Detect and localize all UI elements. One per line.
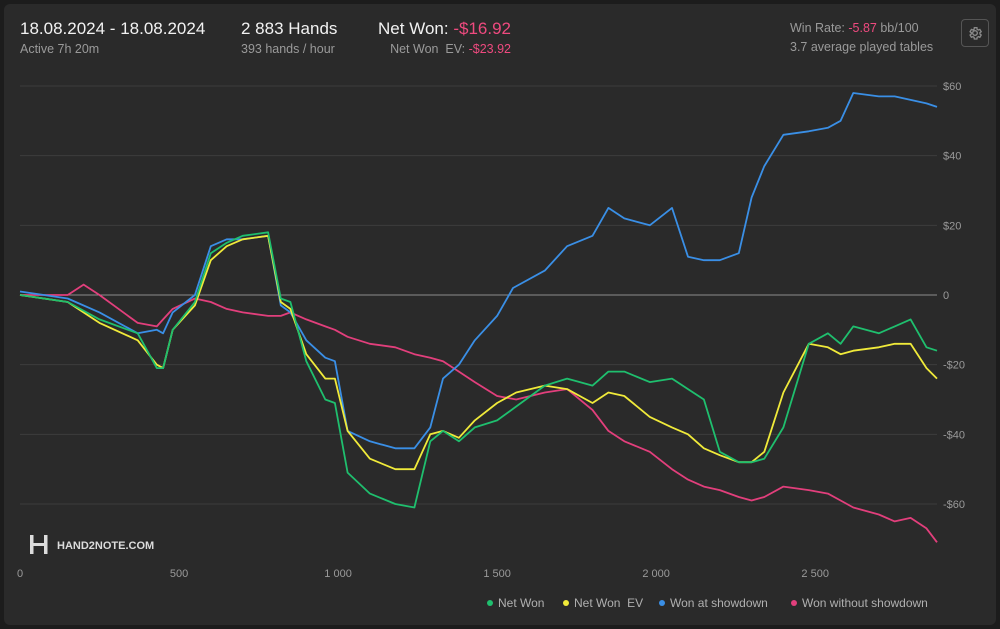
- hand2note-logo: HAND2NOTE.COM: [30, 535, 154, 554]
- y-tick-label: 0: [943, 290, 949, 302]
- legend-marker: [487, 600, 493, 606]
- logo-text: HAND2NOTE.COM: [57, 540, 154, 552]
- win-rate-label: Win Rate:: [790, 21, 845, 35]
- net-won-summary: Net Won: -$16.92: [378, 19, 511, 39]
- active-time: Active 7h 20m: [20, 42, 100, 56]
- series-line-net-won: [19, 231, 938, 509]
- net-won-label: Net Won:: [378, 19, 449, 38]
- legend-item[interactable]: Net Won EV: [563, 596, 643, 610]
- legend-marker: [563, 600, 569, 606]
- legend-item[interactable]: Won without showdown: [791, 596, 928, 610]
- series-layer: [19, 92, 938, 543]
- win-rate-value: -5.87: [848, 21, 877, 35]
- x-tick-label: 1 000: [324, 568, 352, 580]
- legend-marker: [791, 600, 797, 606]
- net-won-ev-value: -$23.92: [468, 42, 511, 56]
- settings-button[interactable]: [961, 19, 989, 47]
- y-axis: $60 $40 $20 0 -$20 -$40 -$60: [943, 81, 965, 511]
- y-tick-label: $60: [943, 81, 961, 93]
- y-tick-label: $20: [943, 220, 961, 232]
- y-tick-label: -$20: [943, 360, 965, 372]
- legend: Net Won Net Won EV Won at showdown Won with…: [487, 596, 928, 610]
- x-tick-label: 1 500: [483, 568, 511, 580]
- legend-item[interactable]: Net Won: [487, 596, 544, 610]
- y-tick-label: -$60: [943, 499, 965, 511]
- x-tick-label: 500: [170, 568, 188, 580]
- hands-rate: 393 hands / hour: [241, 42, 335, 56]
- date-range: 18.08.2024 - 18.08.2024: [20, 19, 206, 38]
- net-won-ev-summary: Net Won EV: -$23.92: [390, 42, 511, 56]
- series-line-non-showdown: [20, 283, 938, 543]
- legend-item[interactable]: Won at showdown: [659, 596, 768, 610]
- graph-panel: 18.08.2024 - 18.08.2024 Active 7h 20m 2 …: [4, 4, 996, 625]
- legend-label: Won without showdown: [802, 596, 928, 610]
- legend-label: Won at showdown: [670, 596, 768, 610]
- win-rate-unit: bb/100: [880, 21, 919, 35]
- average-tables: 3.7 average played tables: [790, 40, 934, 54]
- net-won-ev-label: Net Won EV:: [390, 42, 466, 56]
- legend-label: Net Won: [498, 596, 544, 610]
- y-tick-label: $40: [943, 151, 961, 163]
- x-tick-label: 2 000: [642, 568, 670, 580]
- x-tick-label: 0: [17, 568, 23, 580]
- grid: [20, 85, 937, 505]
- x-axis: 0 500 1 000 1 500 2 000 2 500: [17, 568, 829, 580]
- series-line-net-won-ev: [19, 234, 938, 471]
- net-won-value: -$16.92: [453, 19, 511, 38]
- legend-marker: [659, 600, 665, 606]
- series-line-showdown: [19, 92, 938, 450]
- y-tick-label: -$40: [943, 429, 965, 441]
- legend-label: Net Won EV: [574, 596, 643, 610]
- logo-mark: [30, 535, 48, 554]
- win-rate: Win Rate: -5.87 bb/100: [790, 21, 919, 35]
- hands-count: 2 883 Hands: [241, 19, 338, 38]
- x-tick-label: 2 500: [801, 568, 829, 580]
- gear-icon: [969, 27, 983, 40]
